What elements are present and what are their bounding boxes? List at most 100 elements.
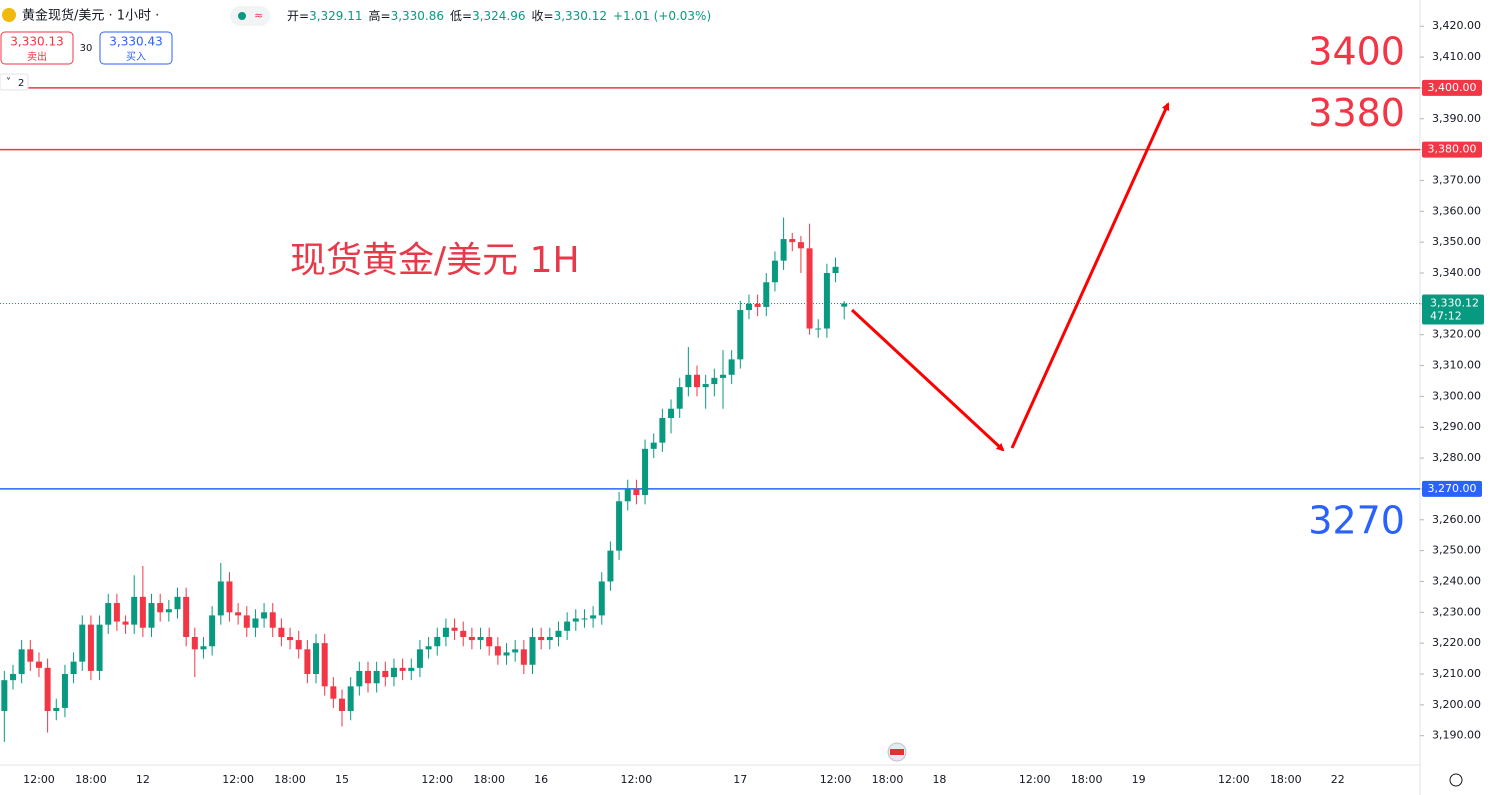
ohlc-value: 3,330.86: [391, 9, 444, 23]
candle-body: [390, 667, 397, 678]
candle-body: [685, 374, 692, 388]
candle-body: [261, 612, 268, 619]
candle-body: [364, 670, 371, 684]
candle-body: [434, 636, 441, 647]
x-tick-label: 22: [1331, 773, 1345, 786]
level-tag: [1422, 79, 1482, 96]
candle-body: [512, 649, 519, 653]
x-tick-label: 18:00: [1071, 773, 1103, 786]
candle-body: [113, 603, 120, 622]
candle-body: [399, 667, 406, 671]
candle-body: [745, 303, 752, 311]
candle-body: [460, 630, 467, 637]
level-annotation: 3380: [1308, 91, 1405, 135]
indicator-count: 2: [18, 78, 24, 89]
x-tick-label: 12:00: [820, 773, 852, 786]
candle-body: [313, 643, 320, 675]
flag-stripe: [890, 749, 904, 755]
candle-body: [823, 272, 830, 329]
candle-body: [416, 649, 423, 668]
x-tick-label: 18:00: [1270, 773, 1302, 786]
spread: 30: [80, 43, 93, 54]
status-dot: [238, 12, 246, 20]
status-pill[interactable]: [230, 6, 270, 26]
candle-body: [105, 603, 112, 625]
y-tick-label: 3,260.00: [1432, 513, 1481, 526]
y-tick-label: 3,390.00: [1432, 112, 1481, 125]
x-tick-label: 12:00: [621, 773, 653, 786]
candle-body: [209, 615, 216, 647]
candle-body: [728, 359, 735, 375]
candle-body: [555, 630, 562, 637]
candle-body: [815, 328, 822, 330]
candle-body: [494, 646, 501, 656]
candle-body: [633, 488, 640, 496]
candle-body: [1, 680, 8, 712]
x-tick-label: 17: [733, 773, 747, 786]
y-tick-label: 3,340.00: [1432, 266, 1481, 279]
candle-body: [226, 581, 233, 613]
y-tick-label: 3,190.00: [1432, 729, 1481, 742]
candle-body: [183, 596, 190, 637]
level-tag: [1422, 480, 1482, 497]
y-tick-label: 3,240.00: [1432, 574, 1481, 587]
candle-body: [252, 618, 259, 628]
symbol-icon: [2, 8, 16, 22]
x-tick-label: 18:00: [473, 773, 505, 786]
level-tag-label: 3,400.00: [1428, 81, 1477, 94]
candle-body: [287, 636, 294, 641]
candle-body: [711, 377, 718, 385]
candle-body: [737, 310, 744, 360]
ohlc-key: 收=: [532, 9, 554, 23]
level-annotation: 3270: [1308, 498, 1405, 542]
level-tag: [1422, 141, 1482, 158]
candle-body: [789, 239, 796, 243]
settings-icon[interactable]: [1449, 773, 1463, 787]
x-tick-label: 12:00: [1019, 773, 1051, 786]
ohlc: 开=3,329.11 高=3,330.86 低=3,324.96 收=3,330.12…: [287, 8, 711, 23]
candle-body: [763, 282, 770, 307]
candle-body: [174, 596, 181, 610]
x-tick-label: 12:00: [1218, 773, 1250, 786]
indicator-toggle[interactable]: [0, 73, 29, 91]
candle-body: [53, 707, 60, 712]
candle-body: [598, 581, 605, 616]
arrow: [1010, 102, 1170, 449]
arrow: [850, 308, 1005, 452]
candle-body: [408, 667, 415, 671]
ohlc-value: 3,324.96: [472, 9, 525, 23]
y-tick-label: 3,250.00: [1432, 544, 1481, 557]
candle-body: [70, 661, 77, 675]
candle-body: [832, 266, 839, 273]
last-price-label: 3,330.12: [1430, 296, 1479, 309]
chevron: ˅: [6, 76, 11, 88]
candle-body: [44, 667, 51, 712]
y-tick-label: 3,290.00: [1432, 420, 1481, 433]
candle-body: [616, 501, 623, 551]
candle-body: [841, 303, 848, 307]
symbol[interactable]: 黄金现货/美元 · 1小时 ·: [22, 8, 159, 24]
candle-body: [295, 640, 302, 650]
x-tick-label: 16: [534, 773, 548, 786]
candle-body: [18, 649, 25, 675]
ohlc-value: 3,329.11: [309, 9, 362, 23]
level-tag-label: 3,380.00: [1428, 143, 1477, 156]
candle-body: [624, 488, 631, 502]
buy-button[interactable]: [99, 31, 173, 65]
x-tick-label: 12: [136, 773, 150, 786]
candle-body: [797, 242, 804, 249]
y-tick-label: 3,370.00: [1432, 173, 1481, 186]
x-tick-label: 18: [932, 773, 946, 786]
candle-body: [243, 615, 250, 628]
candle-body: [520, 649, 527, 665]
x-tick-label: 19: [1132, 773, 1146, 786]
candle-body: [122, 621, 129, 625]
candle-body: [607, 550, 614, 582]
candle-body: [659, 417, 666, 443]
sell-button[interactable]: [0, 31, 74, 65]
x-tick-label: 18:00: [872, 773, 904, 786]
candle-body: [356, 670, 363, 687]
y-tick-label: 3,360.00: [1432, 204, 1481, 217]
ohlc-key: 低=: [450, 9, 472, 23]
